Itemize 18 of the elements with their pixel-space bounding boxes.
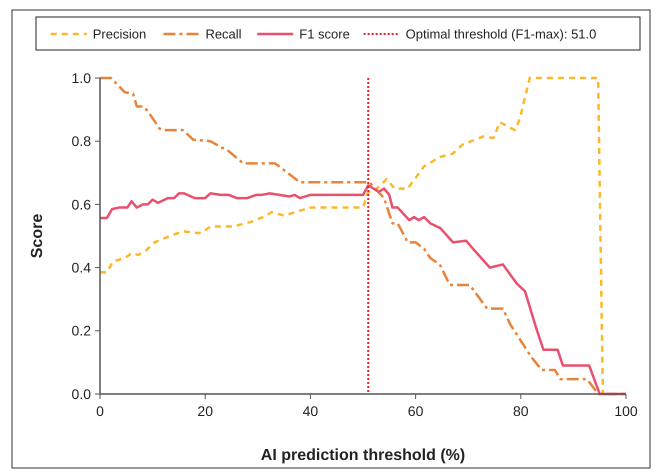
x-tick-label: 0 — [96, 403, 104, 419]
legend-label: Precision — [92, 26, 146, 42]
x-tick-label: 40 — [302, 403, 318, 419]
y-tick-label: 0.6 — [72, 196, 92, 212]
legend-label: F1 score — [299, 26, 350, 42]
x-tick-label: 20 — [197, 403, 214, 419]
x-tick-label: 100 — [614, 403, 638, 419]
y-axis-title: Score — [29, 214, 46, 258]
y-tick-label: 0.4 — [72, 260, 92, 276]
legend-label: Recall — [205, 26, 242, 42]
y-tick-label: 1.0 — [72, 70, 92, 86]
y-tick-label: 0.0 — [72, 386, 92, 402]
x-tick-label: 60 — [408, 403, 424, 419]
y-tick-label: 0.2 — [72, 322, 92, 339]
x-tick-label: 80 — [513, 403, 529, 419]
y-tick-label: 0.8 — [72, 133, 92, 150]
legend-label: Optimal threshold (F1-max): 51.0 — [406, 26, 596, 42]
x-axis-title: AI prediction threshold (%) — [260, 447, 466, 464]
